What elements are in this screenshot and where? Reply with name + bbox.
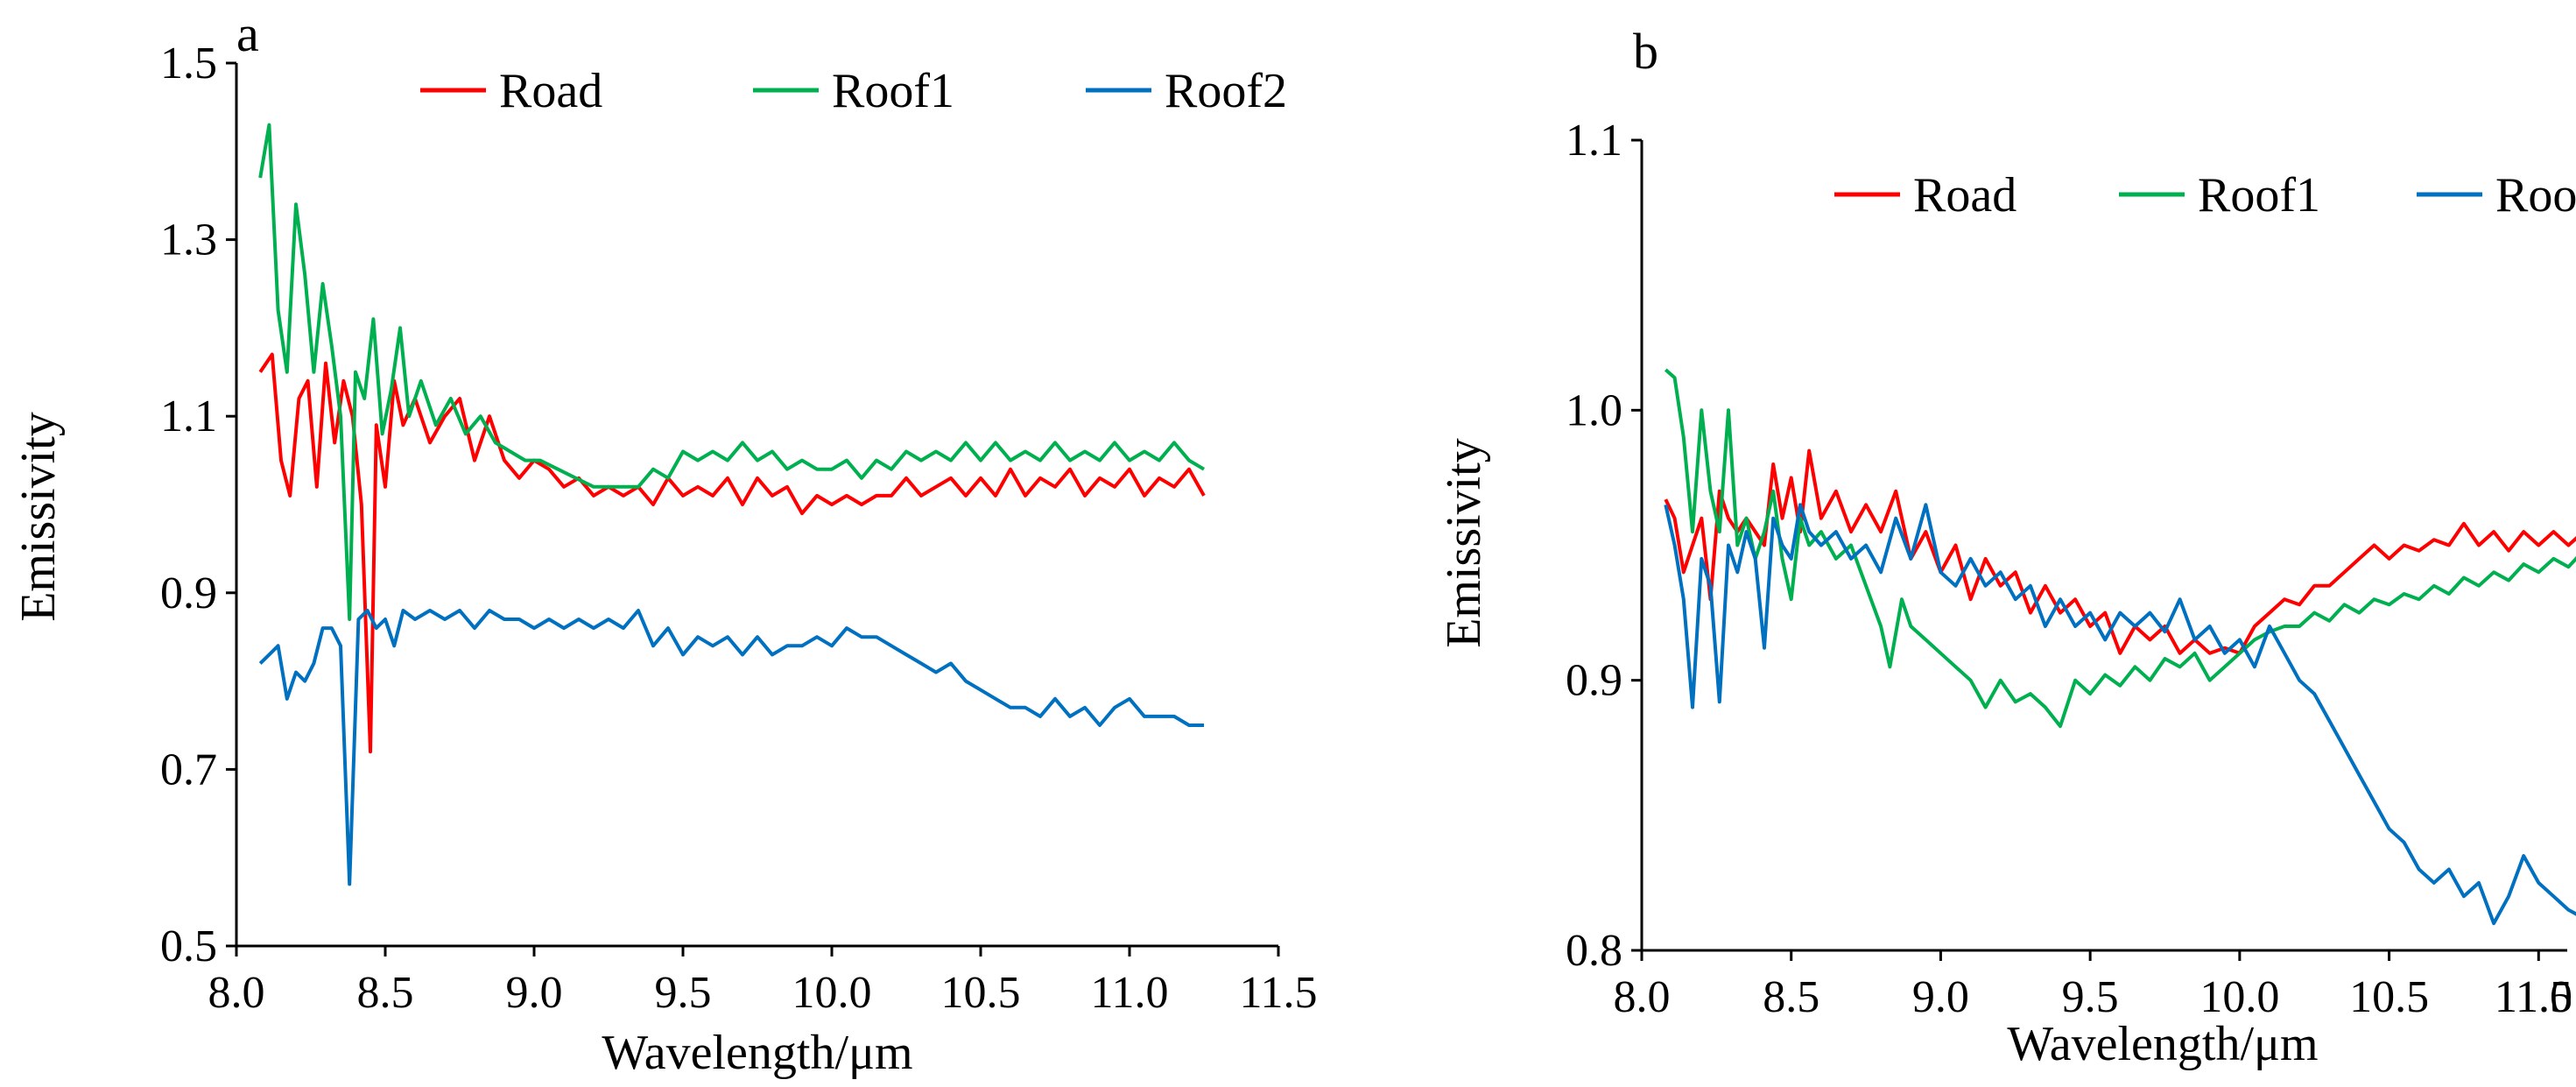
series-line-roof2 [258, 609, 1204, 886]
series-line-road [1664, 448, 2576, 655]
panel-b-x-axis-title: Wavelength/μm [2007, 1017, 2318, 1071]
x-tick-label: 11.0 [1090, 968, 1168, 1018]
panel-b-legend: Road Roof1 Roof2 [1834, 168, 2576, 222]
y-tick-label: 0.8 [1566, 926, 1622, 976]
y-tick-label: 1.1 [1566, 116, 1622, 166]
legend-label-roof1: Roof1 [832, 64, 954, 118]
panel-a-label: a [236, 5, 259, 62]
legend-label-roof1: Roof1 [2198, 168, 2320, 222]
y-tick-label: 0.5 [160, 921, 217, 971]
panel-b-y-axis-title: Emissivity [1437, 438, 1491, 648]
y-tick-label: 0.9 [160, 568, 217, 618]
series-line-roof1 [258, 123, 1206, 621]
panel-b-label: b [1633, 23, 1658, 80]
x-tick-label: 9.0 [1912, 972, 1969, 1022]
y-tick-label: 0.7 [160, 745, 217, 794]
panel-a-y-axis-title: Emissivity [11, 412, 66, 622]
panel-a-x-axis-title: Wavelength/μm [602, 1026, 912, 1080]
legend-label-road: Road [499, 64, 602, 118]
x-tick-label: 8.0 [208, 968, 265, 1018]
y-tick-label: 1.1 [160, 392, 217, 441]
x-tick-label: 10.0 [792, 968, 872, 1018]
panel-a-chart: a 0.5 0.7 0.9 1.1 1.3 1.5 8.0 8.5 9.0 9.5 10.0 10.… [11, 5, 1318, 1080]
x-tick-label: 11.5 [1239, 968, 1317, 1018]
x-tick-label: 10.5 [941, 968, 1021, 1018]
y-tick-label: 0.9 [1566, 656, 1622, 706]
y-tick-label: 1.0 [1566, 385, 1622, 435]
legend-label-roof2: Roof2 [2495, 168, 2576, 222]
y-tick-label: 1.3 [160, 215, 217, 265]
x-tick-label: 8.0 [1614, 972, 1671, 1022]
x-tick-label: 9.5 [655, 968, 712, 1018]
series-line-road [258, 352, 1206, 754]
panel-a-legend: Road Roof1 Roof2 [420, 64, 1287, 118]
x-tick-label: 10.5 [2349, 972, 2429, 1022]
x-tick-label: 8.5 [357, 968, 414, 1018]
legend-label-road: Road [1913, 168, 2016, 222]
x-tick-label: 9.0 [506, 968, 563, 1018]
x-tick-label: 9.5 [2062, 972, 2119, 1022]
x-tick-label: 8.5 [1763, 972, 1819, 1022]
legend-label-roof2: Roof2 [1165, 64, 1287, 118]
x-tick-label: 11.0 [2495, 972, 2572, 1022]
series-line-roof1 [1664, 368, 2576, 729]
panel-b-chart: b 0.8 0.9 1.0 1.1 8.0 8.5 9.0 9.5 10.0 10.5 11.01… [1437, 23, 2576, 1071]
series-line-roof2 [1664, 503, 2576, 926]
x-tick-label: 10.0 [2199, 972, 2279, 1022]
x-tick-label: 11.5 [2495, 972, 2572, 1022]
y-tick-label: 1.5 [160, 39, 217, 88]
